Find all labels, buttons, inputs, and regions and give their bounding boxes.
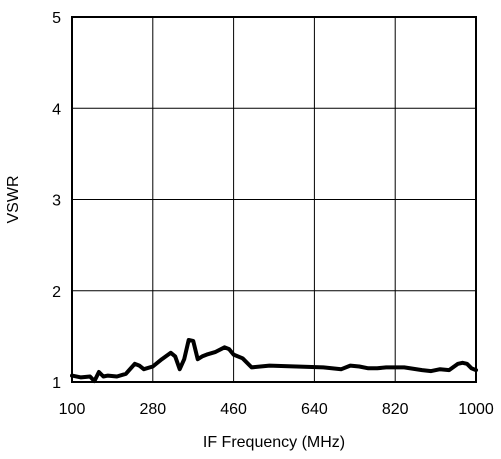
x-tick-label: 280 (139, 401, 166, 418)
x-tick-label: 820 (382, 401, 409, 418)
y-axis-label: VSWR (5, 176, 22, 224)
plot-frame (71, 16, 477, 383)
vswr-series-line (70, 338, 478, 384)
x-tick-label: 100 (59, 401, 86, 418)
series-layer (70, 338, 478, 384)
y-tick-label: 1 (52, 375, 61, 392)
x-axis-ticks: 100 280 460 640 820 1000 (59, 401, 494, 418)
y-tick-label: 3 (52, 193, 61, 210)
y-axis-ticks: 1 2 3 4 5 (52, 10, 61, 392)
y-tick-label: 5 (52, 10, 61, 27)
x-axis-label: IF Frequency (MHz) (203, 434, 345, 451)
y-tick-label: 2 (52, 284, 61, 301)
x-tick-label: 640 (301, 401, 328, 418)
x-tick-label: 1000 (458, 401, 494, 418)
x-tick-label: 460 (220, 401, 247, 418)
y-tick-label: 4 (52, 101, 61, 118)
